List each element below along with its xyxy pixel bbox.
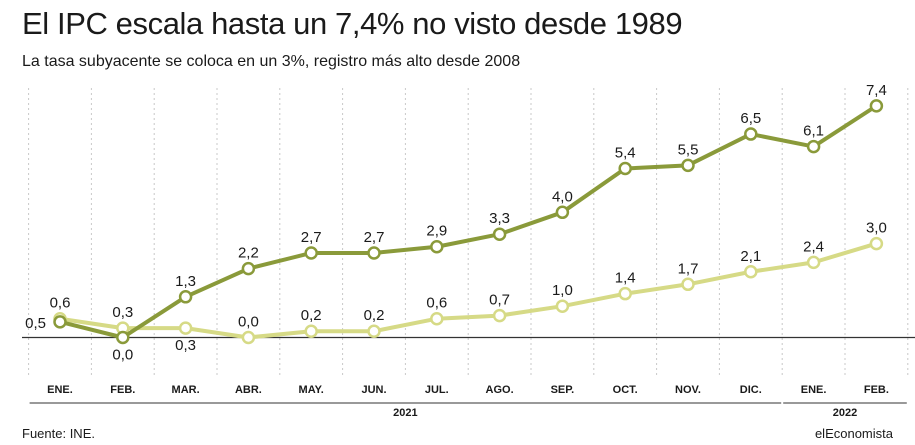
data-label-core: 0,3 <box>112 304 133 321</box>
x-tick-label: DIC. <box>740 384 762 396</box>
x-tick-label: ENE. <box>47 384 73 396</box>
data-point-general <box>618 161 632 176</box>
x-tick-label: SEP. <box>551 384 575 396</box>
data-label-general: 0,0 <box>112 347 133 364</box>
data-label-general: 2,7 <box>301 229 322 246</box>
data-label-core: 2,4 <box>803 238 824 255</box>
data-label-core: 0,6 <box>50 295 71 312</box>
data-point-general <box>116 330 130 345</box>
data-point-core <box>869 236 884 251</box>
data-label-general: 4,0 <box>552 188 573 205</box>
data-label-core: 0,7 <box>489 292 510 309</box>
data-point-core <box>555 299 570 313</box>
data-label-general: 5,4 <box>615 144 636 161</box>
data-label-core: 1,7 <box>678 260 699 277</box>
data-label-core: 2,1 <box>740 248 761 265</box>
data-label-core: 3,0 <box>866 220 887 237</box>
data-point-core <box>492 308 507 323</box>
data-label-general: 0,5 <box>25 315 46 332</box>
data-point-general <box>304 246 318 260</box>
data-point-general <box>681 158 695 173</box>
data-point-general <box>430 239 444 254</box>
data-label-general: 1,3 <box>175 273 196 290</box>
data-label-general: 2,9 <box>426 223 447 240</box>
data-label-general: 2,7 <box>364 229 385 246</box>
chart-subtitle: La tasa subyacente se coloca en un 3%, r… <box>22 53 521 70</box>
data-point-core <box>806 255 821 270</box>
x-tick-label: ENE. <box>801 384 827 396</box>
x-tick-label: ABR. <box>235 384 262 396</box>
data-label-core: 1,4 <box>615 270 636 287</box>
series-line-general <box>59 104 878 340</box>
x-tick-label: JUN. <box>361 384 386 396</box>
data-point-general <box>492 227 507 241</box>
x-tick-label: NOV. <box>675 384 701 396</box>
data-point-core <box>681 277 695 292</box>
x-tick-label: FEB. <box>864 384 889 396</box>
brand-logo: elEconomista <box>814 426 893 441</box>
x-tick-label: MAY. <box>299 384 324 396</box>
data-point-general <box>241 261 256 276</box>
year-label: 2021 <box>393 407 417 419</box>
x-tick-label: FEB. <box>110 384 135 396</box>
series-line-core <box>59 241 877 340</box>
x-tick-label: AGO. <box>486 384 514 396</box>
chart-title: El IPC escala hasta un 7,4% no visto des… <box>22 6 683 41</box>
data-point-general <box>367 246 381 260</box>
data-label-general: 5,5 <box>678 141 699 158</box>
data-point-general <box>53 315 67 329</box>
data-label-core: 0,2 <box>364 307 385 324</box>
data-label-core: 1,0 <box>552 282 573 299</box>
data-point-general <box>806 139 821 154</box>
data-point-general <box>869 99 884 113</box>
data-label-general: 6,5 <box>740 110 761 127</box>
data-label-general: 3,3 <box>489 210 510 227</box>
data-point-core <box>178 321 193 335</box>
data-label-core: 0,3 <box>175 337 196 354</box>
data-label-general: 2,2 <box>238 245 259 262</box>
data-point-general <box>744 127 758 141</box>
data-label-core: 0,2 <box>301 307 322 324</box>
year-label: 2022 <box>833 407 857 419</box>
data-point-core <box>430 311 444 326</box>
data-label-general: 6,1 <box>803 123 824 140</box>
data-label-general: 7,4 <box>866 82 887 99</box>
data-point-core <box>618 286 632 301</box>
data-label-core: 0,6 <box>426 295 447 312</box>
data-point-core <box>241 330 256 345</box>
data-point-core <box>304 324 318 338</box>
data-point-core <box>744 265 758 279</box>
data-point-general <box>555 205 570 220</box>
x-tick-label: JUL. <box>425 384 449 396</box>
data-point-general <box>178 290 193 304</box>
data-point-core <box>367 324 381 338</box>
x-tick-label: MAR. <box>172 384 200 396</box>
data-label-core: 0,0 <box>238 314 259 331</box>
x-tick-label: OCT. <box>613 384 638 396</box>
source-note: Fuente: INE. <box>22 426 95 441</box>
